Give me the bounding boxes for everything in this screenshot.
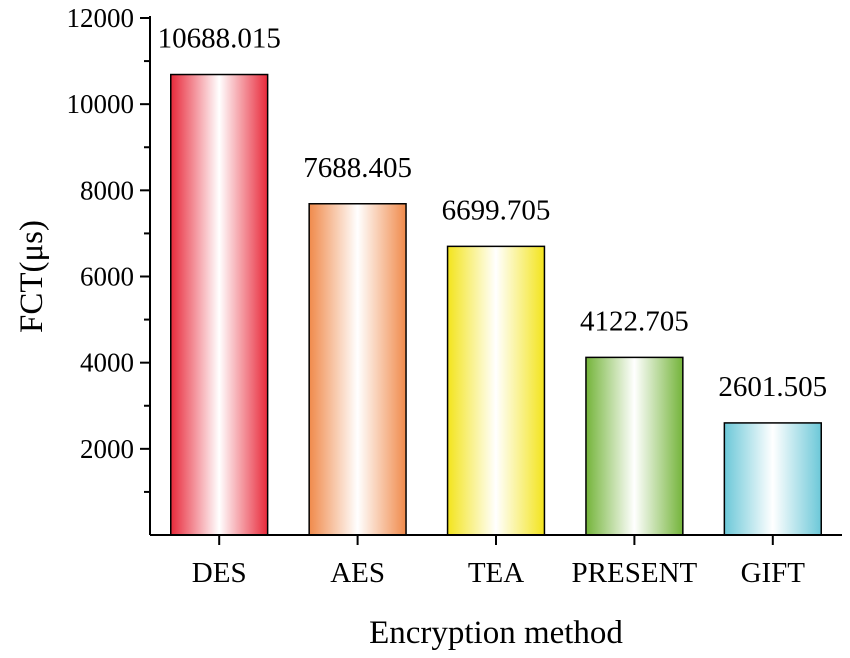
y-tick-label: 8000 xyxy=(80,175,134,205)
bars xyxy=(170,73,822,536)
x-tick-label: PRESENT xyxy=(572,557,698,589)
data-label: 10688.015 xyxy=(158,23,281,55)
y-axis-title: FCT(μs) xyxy=(14,220,50,333)
x-tick-label: TEA xyxy=(468,557,524,589)
y-tick-label: 6000 xyxy=(80,262,134,292)
x-ticks: DES AES TEA PRESENT GIFT xyxy=(192,535,806,589)
y-tick-label: 12000 xyxy=(67,3,135,33)
bar-tea xyxy=(446,245,546,536)
x-axis-title: Encryption method xyxy=(369,615,623,651)
bar-present xyxy=(585,356,684,536)
data-label: 6699.705 xyxy=(442,194,551,226)
bar-aes xyxy=(308,203,407,536)
bar-des xyxy=(170,73,269,536)
y-tick-label: 4000 xyxy=(80,348,134,378)
y-ticks: 2000 4000 6000 8000 10000 12000 xyxy=(67,3,150,493)
data-label: 2601.505 xyxy=(718,371,827,403)
data-label: 4122.705 xyxy=(580,305,689,337)
x-tick-label: GIFT xyxy=(741,557,806,589)
y-tick-label: 10000 xyxy=(67,89,135,119)
data-labels: 10688.015 7688.405 6699.705 4122.705 2601.50… xyxy=(158,23,828,403)
y-tick-label: 2000 xyxy=(80,434,134,464)
bar-gift xyxy=(723,422,822,536)
x-tick-label: DES xyxy=(192,557,247,589)
x-tick-label: AES xyxy=(330,557,385,589)
data-label: 7688.405 xyxy=(303,152,412,184)
